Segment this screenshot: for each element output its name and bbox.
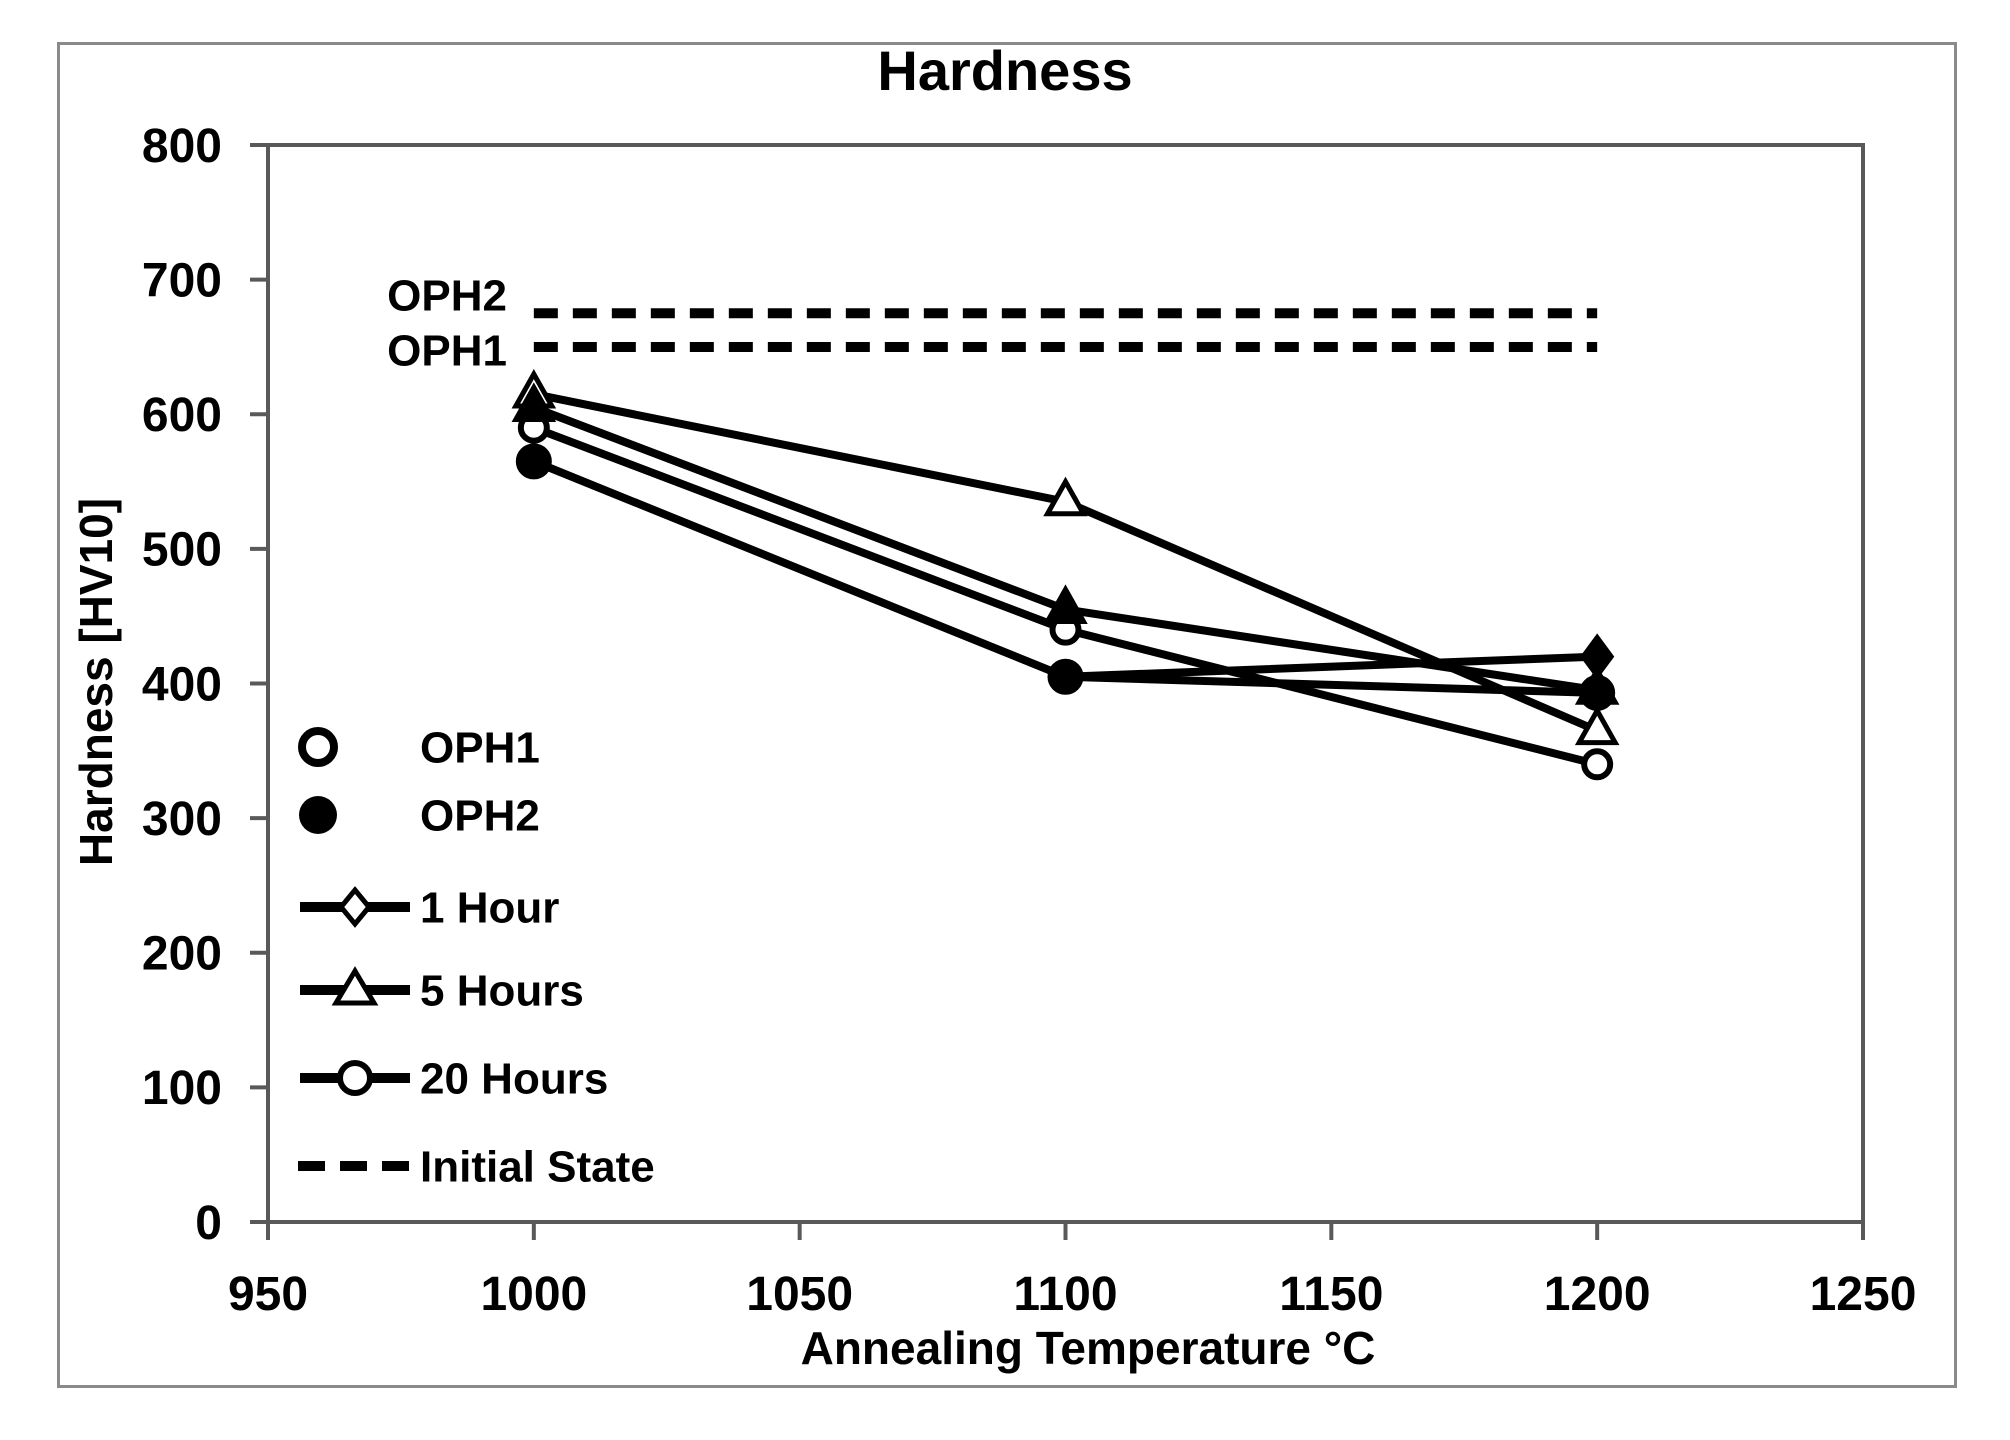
x-axis: 950 1000 1050 1100 1150 1200 1250 [228, 1222, 1916, 1321]
initial-state-label-oph1: OPH1 [387, 326, 507, 375]
x-tick-label: 1100 [1013, 1268, 1117, 1321]
initial-state-oph2: OPH2 [387, 272, 1598, 321]
open-circle-icon [337, 1060, 373, 1096]
legend-label: 1 Hour [420, 883, 559, 932]
legend-label: OPH2 [420, 791, 540, 840]
y-tick-label: 400 [142, 658, 222, 711]
open-triangle-marker [1574, 705, 1620, 746]
legend: OPH1 OPH2 1 Hour 5 Hours 20 Hours Initial Sta… [298, 723, 655, 1191]
x-tick-label: 1200 [1544, 1268, 1651, 1321]
series-oph2-5-hours [511, 382, 1620, 705]
y-tick-label: 100 [142, 1062, 222, 1115]
open-circle-marker [1581, 748, 1614, 781]
legend-item-1-hour: 1 Hour [300, 883, 559, 932]
series-line [529, 403, 1602, 695]
legend-item-initial-state: Initial State [298, 1142, 655, 1191]
filled-triangle-marker [1043, 584, 1088, 624]
y-tick-label: 0 [195, 1197, 222, 1250]
y-tick-label: 300 [142, 793, 222, 846]
series-line [1061, 652, 1602, 681]
open-triangle-marker [1043, 476, 1088, 517]
x-tick-label: 1050 [746, 1268, 853, 1321]
filled-circle-marker [515, 443, 552, 480]
filled-circle-icon [299, 796, 337, 834]
filled-triangle-marker [1574, 665, 1620, 705]
series-oph2-1-hour [1061, 633, 1615, 681]
y-tick-label: 800 [142, 120, 222, 173]
y-axis: 0 100 200 300 400 500 600 700 800 [142, 120, 268, 1250]
y-tick-label: 700 [142, 254, 222, 307]
legend-item-5-hours: 5 Hours [300, 966, 584, 1015]
x-axis-title: Annealing Temperature °C [800, 1322, 1376, 1374]
figure-border [57, 42, 1957, 1388]
open-diamond-icon [337, 886, 373, 928]
open-triangle-icon [331, 966, 379, 1006]
x-tick-label: 1150 [1279, 1268, 1383, 1321]
filled-diamond-marker [1580, 633, 1615, 680]
legend-label: 5 Hours [420, 966, 584, 1015]
legend-item-oph2: OPH2 [299, 791, 540, 840]
x-tick-label: 1000 [480, 1268, 587, 1321]
y-tick-label: 200 [142, 928, 222, 981]
filled-triangle-marker [511, 382, 557, 423]
y-tick-label: 600 [142, 389, 222, 442]
x-tick-label: 950 [228, 1268, 308, 1321]
x-tick-label: 1250 [1810, 1268, 1917, 1321]
legend-label: 20 Hours [420, 1054, 608, 1103]
initial-state-oph1: OPH1 [387, 326, 1598, 375]
chart-title: Hardness [877, 39, 1133, 102]
legend-item-20-hours: 20 Hours [300, 1054, 608, 1103]
legend-item-oph1: OPH1 [298, 723, 540, 772]
legend-label: Initial State [420, 1142, 655, 1191]
initial-state-label-oph2: OPH2 [387, 272, 507, 321]
open-circle-icon [298, 727, 338, 767]
legend-label: OPH1 [420, 723, 540, 772]
y-tick-label: 500 [142, 524, 222, 577]
